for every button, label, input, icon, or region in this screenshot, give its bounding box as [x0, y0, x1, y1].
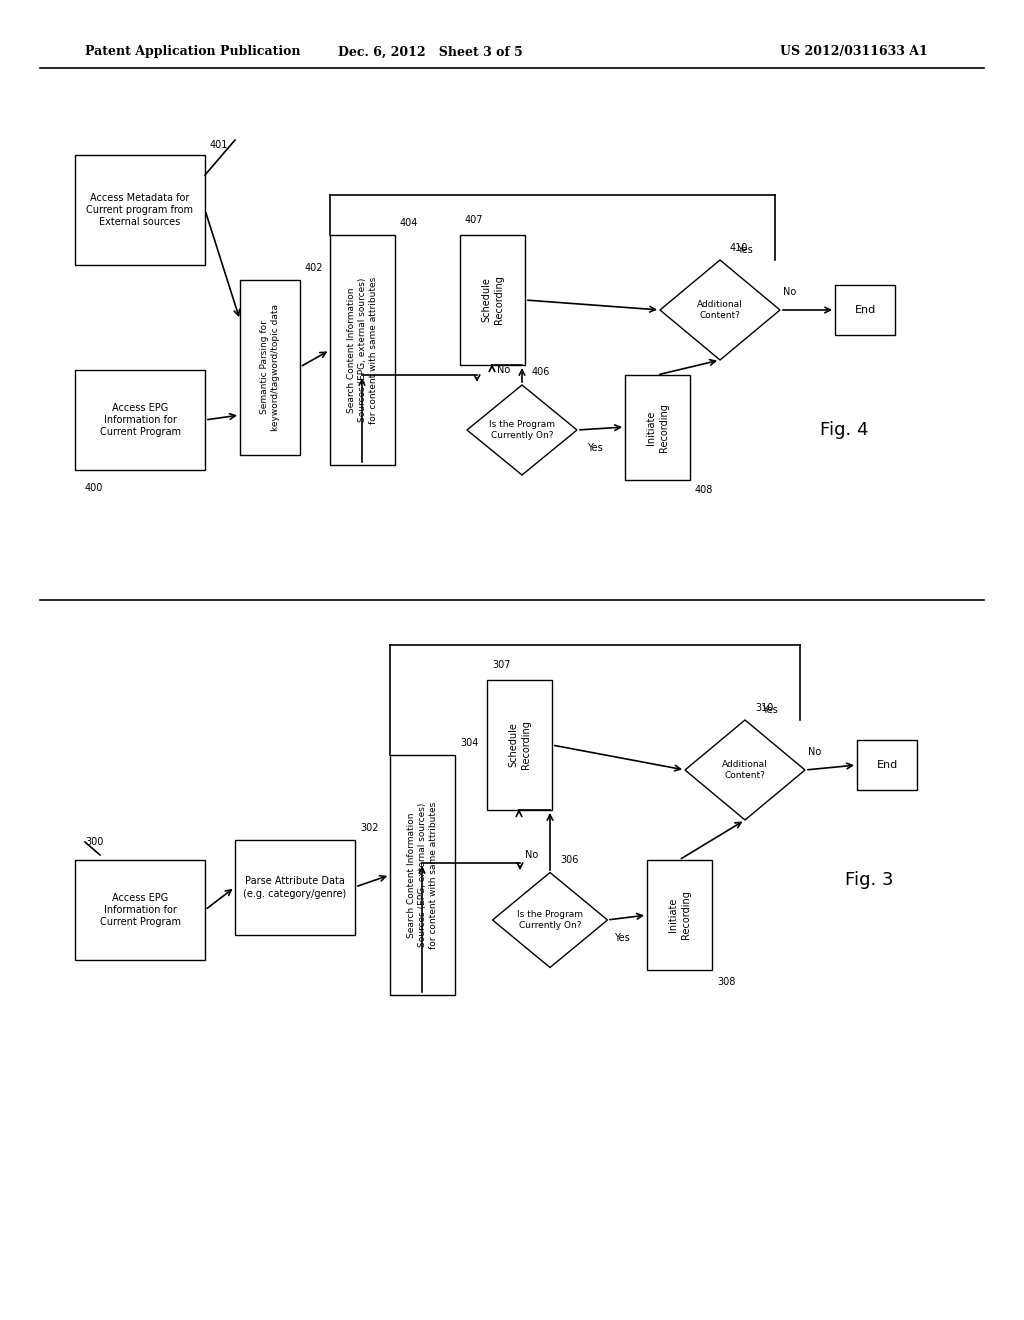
Text: End: End	[854, 305, 876, 315]
Text: Search Content Information
Sources (EPG, external sources)
for content with same: Search Content Information Sources (EPG,…	[407, 801, 438, 949]
Text: No: No	[808, 747, 821, 756]
Text: No: No	[498, 366, 511, 375]
Polygon shape	[685, 719, 805, 820]
Text: 406: 406	[532, 367, 550, 378]
Text: Schedule
Recording: Schedule Recording	[481, 276, 504, 325]
Text: Yes: Yes	[737, 246, 753, 255]
Text: 404: 404	[400, 218, 419, 228]
Text: Additional
Content?: Additional Content?	[722, 760, 768, 780]
Text: US 2012/0311633 A1: US 2012/0311633 A1	[780, 45, 928, 58]
Text: 306: 306	[560, 855, 579, 865]
Text: 400: 400	[85, 483, 103, 492]
Text: 310: 310	[755, 704, 773, 713]
Text: Is the Program
Currently On?: Is the Program Currently On?	[517, 909, 583, 931]
Bar	[75, 861, 205, 960]
Bar	[460, 235, 525, 366]
Text: Yes: Yes	[762, 705, 778, 715]
Bar	[857, 741, 918, 789]
Text: No: No	[783, 286, 797, 297]
Text: Fig. 3: Fig. 3	[845, 871, 894, 888]
Text: Initiate
Recording: Initiate Recording	[669, 891, 691, 940]
Text: 302: 302	[360, 822, 379, 833]
Polygon shape	[660, 260, 780, 360]
Bar	[330, 235, 395, 465]
Text: Parse Attribute Data
(e.g. category/genre): Parse Attribute Data (e.g. category/genr…	[244, 876, 347, 899]
Text: Initiate
Recording: Initiate Recording	[646, 403, 669, 451]
Bar	[835, 285, 895, 335]
Text: 407: 407	[465, 215, 483, 224]
Text: Search Content Information
Sources (EPG, external sources)
for content with same: Search Content Information Sources (EPG,…	[347, 276, 378, 424]
Text: Schedule
Recording: Schedule Recording	[508, 721, 530, 770]
Polygon shape	[467, 385, 577, 475]
Text: End: End	[877, 760, 898, 770]
Text: Semantic Parsing for
keyword/tagword/topic data: Semantic Parsing for keyword/tagword/top…	[260, 304, 280, 432]
Text: No: No	[525, 850, 539, 861]
Text: 307: 307	[492, 660, 511, 671]
Polygon shape	[493, 873, 607, 968]
Text: 304: 304	[460, 738, 478, 748]
Text: Access EPG
Information for
Current Program: Access EPG Information for Current Progr…	[99, 892, 180, 928]
Bar	[75, 154, 205, 265]
Text: Yes: Yes	[614, 933, 630, 942]
Bar	[75, 370, 205, 470]
Bar	[240, 280, 300, 455]
Bar	[390, 755, 455, 995]
Text: Fig. 4: Fig. 4	[820, 421, 868, 440]
Bar	[487, 680, 552, 810]
Text: Additional
Content?: Additional Content?	[697, 300, 742, 319]
Text: 408: 408	[695, 484, 714, 495]
Text: 401: 401	[210, 140, 228, 150]
Text: Access EPG
Information for
Current Program: Access EPG Information for Current Progr…	[99, 403, 180, 437]
Text: Access Metadata for
Current program from
External sources: Access Metadata for Current program from…	[86, 193, 194, 227]
Text: 402: 402	[305, 263, 324, 273]
Bar	[625, 375, 690, 480]
Bar	[234, 840, 355, 935]
Text: Patent Application Publication: Patent Application Publication	[85, 45, 300, 58]
Text: Is the Program
Currently On?: Is the Program Currently On?	[489, 420, 555, 440]
Text: 308: 308	[717, 977, 735, 987]
Text: 300: 300	[85, 837, 103, 847]
Bar	[647, 861, 712, 970]
Text: Yes: Yes	[587, 444, 603, 453]
Text: 410: 410	[730, 243, 749, 253]
Text: Dec. 6, 2012   Sheet 3 of 5: Dec. 6, 2012 Sheet 3 of 5	[338, 45, 522, 58]
